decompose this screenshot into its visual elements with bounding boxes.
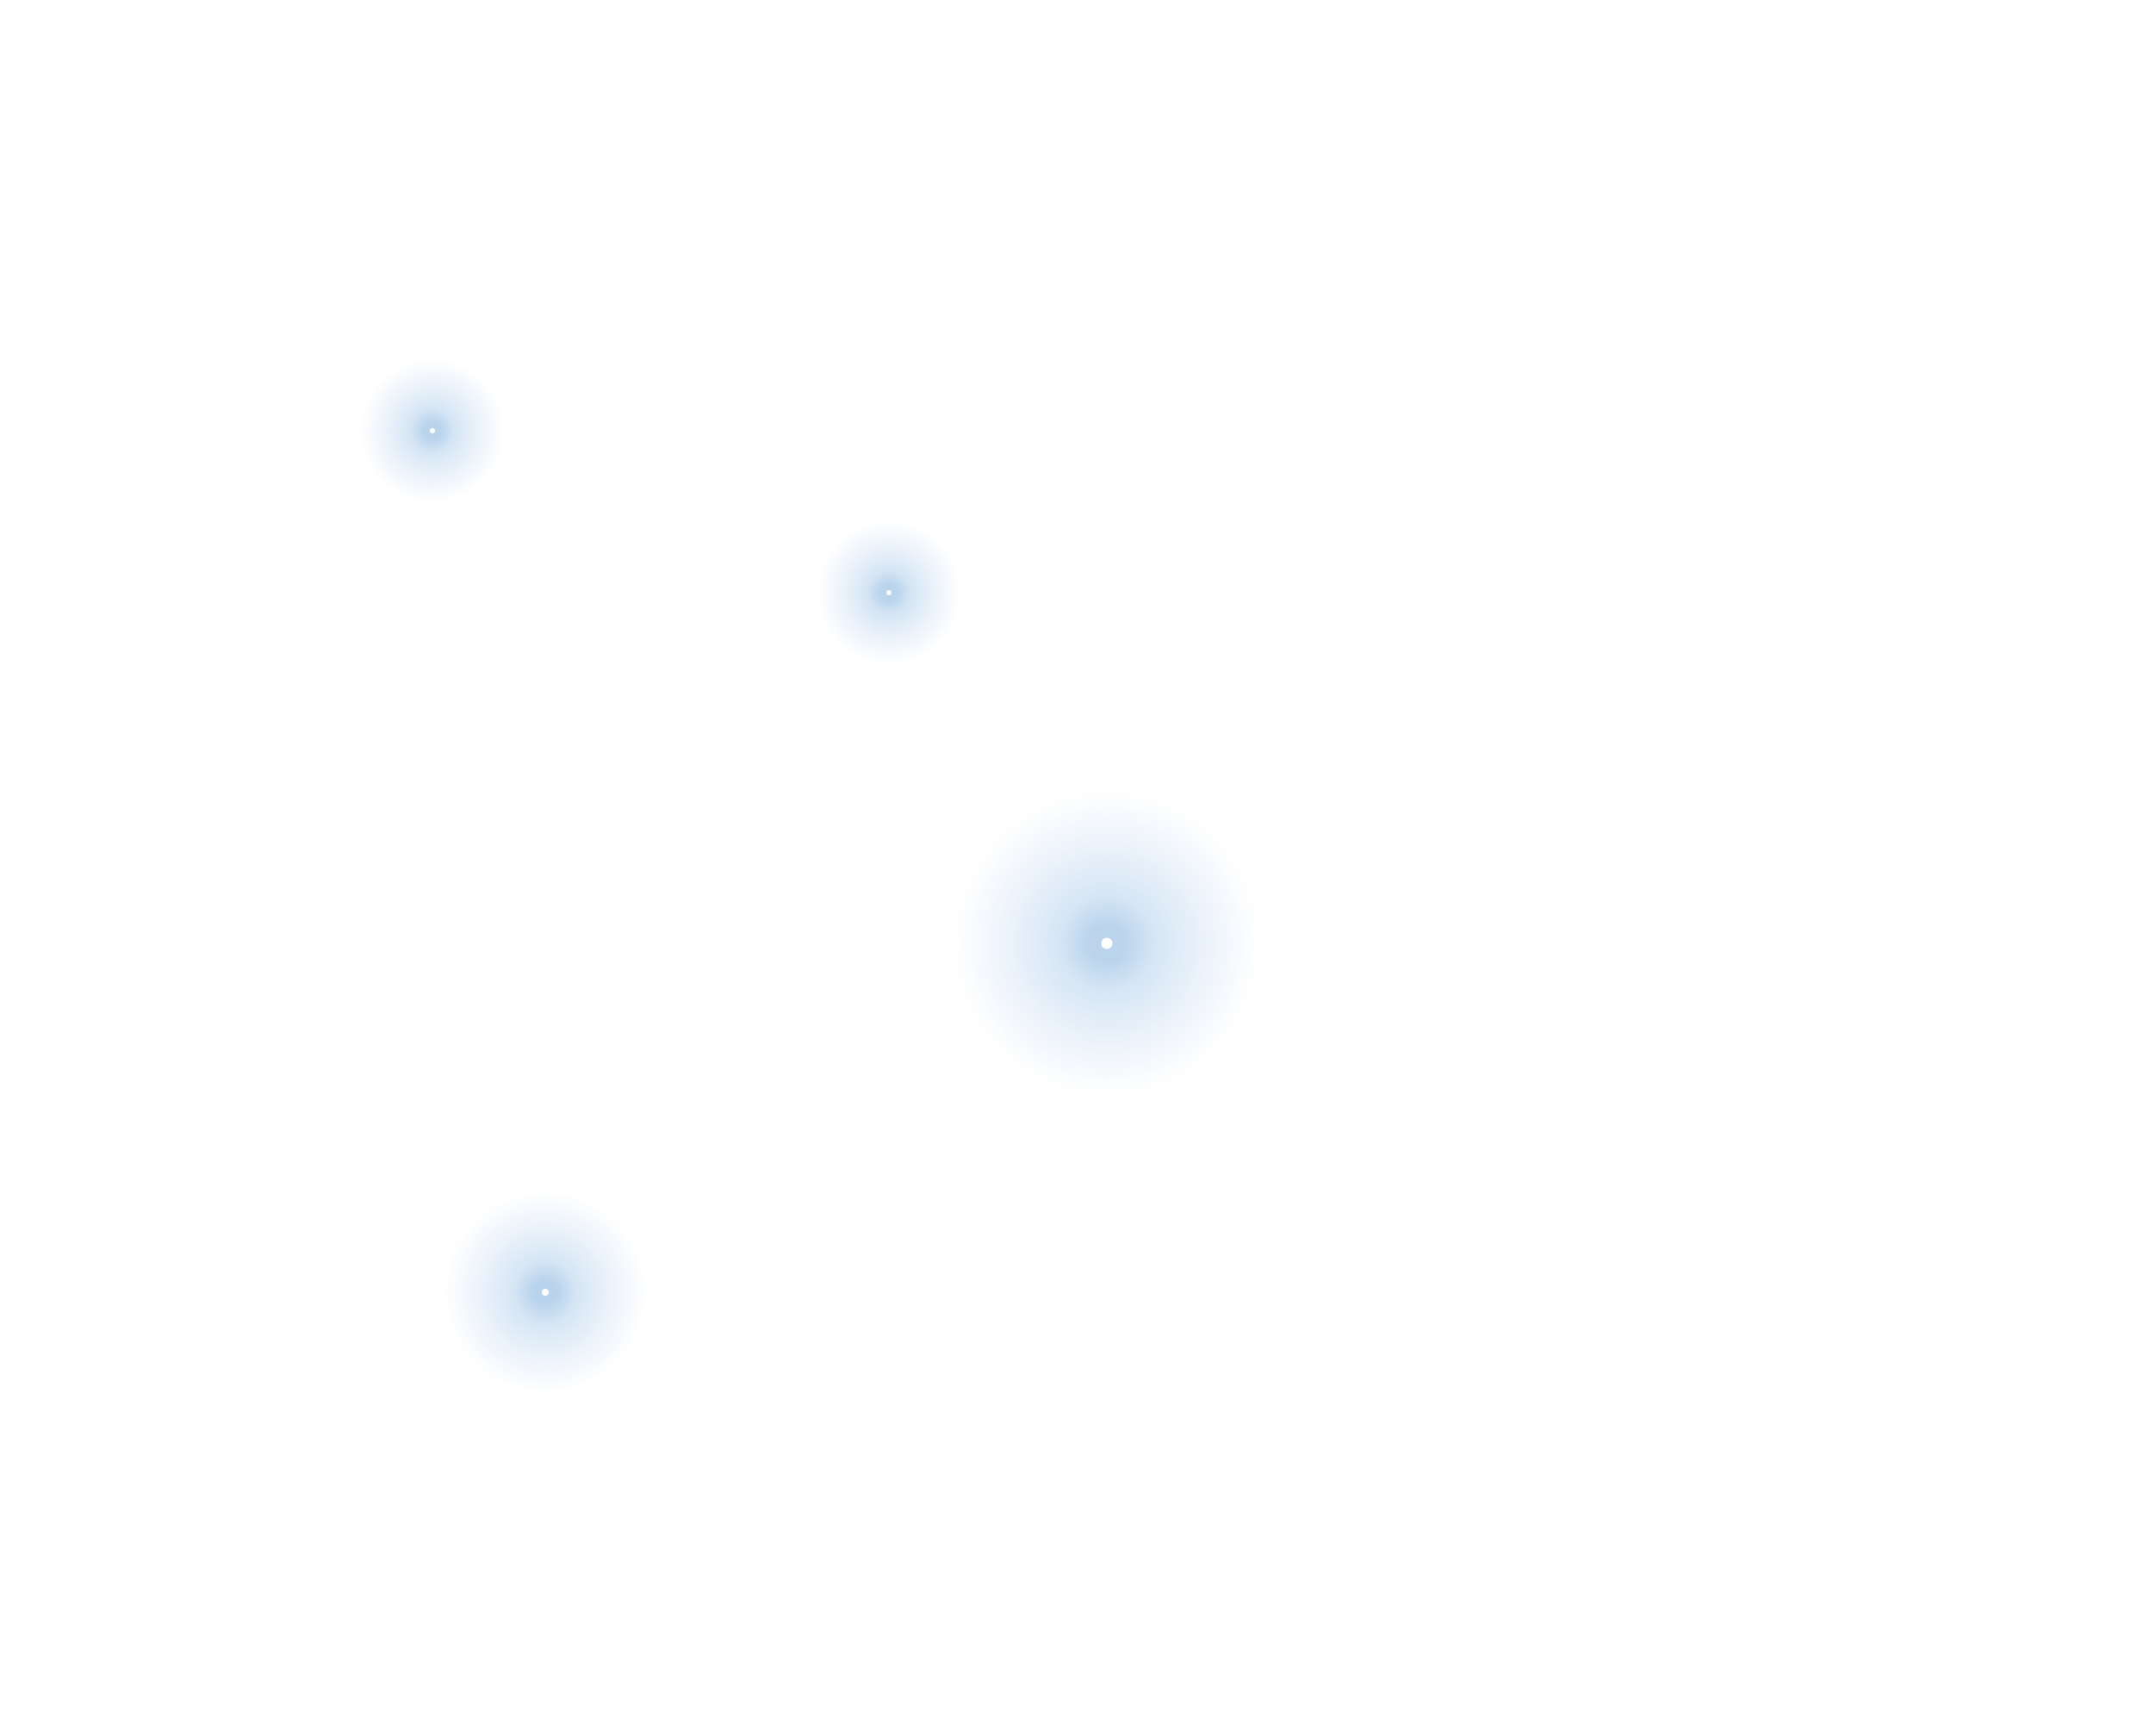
glow-orb xyxy=(952,788,1262,1098)
glow-orb xyxy=(816,519,962,666)
glow-orb-core xyxy=(1101,937,1113,949)
glow-orb xyxy=(359,358,506,504)
glow-orb-core xyxy=(542,1289,549,1296)
glow-orb-core xyxy=(886,590,892,595)
glow-orb-core xyxy=(430,428,435,433)
glow-orb xyxy=(442,1189,649,1396)
